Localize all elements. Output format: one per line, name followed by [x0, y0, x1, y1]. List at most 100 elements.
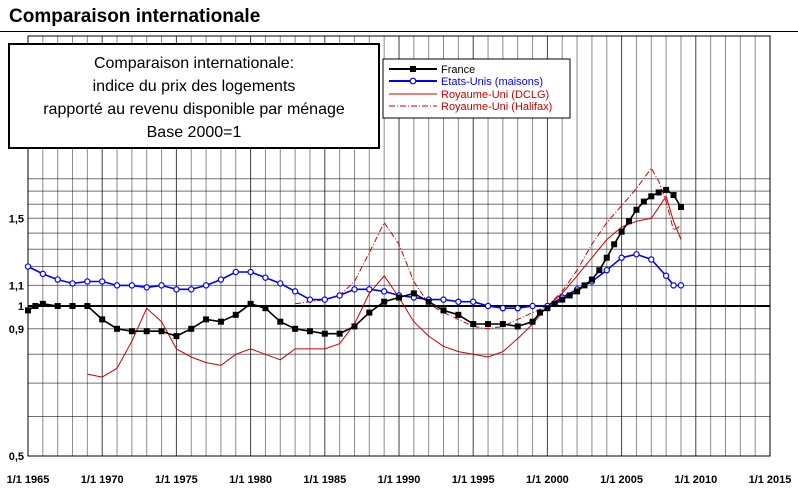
- series-france: [25, 186, 684, 340]
- data-point: [470, 321, 477, 328]
- data-point: [351, 323, 358, 330]
- data-point: [306, 328, 313, 335]
- data-point: [514, 323, 521, 330]
- data-point: [84, 303, 91, 309]
- data-point: [440, 296, 447, 303]
- data-point: [262, 305, 269, 312]
- data-point: [410, 290, 417, 297]
- legend-label-france: France: [441, 64, 475, 76]
- data-point: [544, 305, 551, 312]
- data-point: [306, 296, 314, 303]
- data-point: [336, 292, 343, 299]
- x-tick-label: 1/1 2015: [749, 474, 792, 486]
- data-point: [455, 311, 462, 318]
- data-point: [232, 311, 239, 318]
- data-point: [626, 218, 633, 225]
- data-point: [277, 318, 284, 325]
- y-tick-label: 0,5: [9, 451, 24, 463]
- data-point: [114, 325, 121, 332]
- x-tick-label: 1/1 2010: [674, 474, 717, 486]
- data-point: [247, 300, 254, 307]
- legend: France Etats-Unis (maisons) Royaume-Uni …: [382, 58, 571, 119]
- data-point: [321, 296, 328, 303]
- data-point: [514, 304, 521, 312]
- data-point: [54, 276, 61, 283]
- x-tick-label: 1/1 1985: [303, 474, 346, 486]
- legend-label-uk-halifax: Royaume-Uni (Halifax): [441, 101, 552, 113]
- x-tick-label: 1/1 1970: [81, 474, 124, 486]
- data-point: [618, 254, 625, 261]
- legend-marker-usa: [409, 77, 417, 85]
- data-point: [188, 325, 195, 332]
- series-royaume-uni-halifax: [295, 167, 682, 330]
- axis-labels: 1,5 1,1 1 0,9 0,5 1/1 1965 1/1 1970 1/1 1975 1/1…: [7, 213, 792, 486]
- data-point: [499, 304, 507, 312]
- data-point: [581, 282, 588, 289]
- data-point: [618, 228, 625, 235]
- data-point: [25, 307, 31, 314]
- data-point: [662, 272, 670, 279]
- data-point: [648, 256, 655, 263]
- data-point: [128, 282, 136, 289]
- data-point: [499, 321, 506, 328]
- data-point: [596, 267, 603, 274]
- data-point: [380, 288, 388, 295]
- y-tick-label: 0,9: [9, 324, 24, 336]
- data-point: [663, 186, 670, 193]
- data-point: [603, 254, 610, 261]
- title-box-frame: [8, 43, 380, 149]
- data-point: [381, 298, 388, 305]
- data-point: [277, 280, 284, 287]
- data-point: [217, 318, 224, 325]
- data-point: [440, 307, 447, 314]
- data-point: [24, 263, 32, 270]
- data-point: [485, 321, 492, 328]
- page-title: Comparaison internationale: [9, 6, 261, 27]
- data-point: [292, 325, 299, 332]
- data-point: [99, 316, 106, 323]
- data-point: [640, 198, 647, 205]
- data-point: [559, 296, 566, 303]
- data-point: [677, 282, 685, 289]
- data-point: [39, 270, 47, 278]
- data-point: [677, 204, 684, 211]
- data-point: [455, 298, 462, 305]
- data-point: [396, 294, 402, 301]
- data-point: [366, 309, 373, 316]
- data-point: [529, 318, 536, 325]
- data-point: [188, 286, 195, 293]
- data-point: [54, 303, 61, 309]
- x-tick-label: 1/1 1990: [378, 474, 421, 486]
- data-point: [551, 300, 558, 307]
- data-point: [247, 268, 254, 276]
- data-point: [113, 282, 121, 289]
- data-point: [574, 288, 581, 295]
- data-point: [321, 330, 328, 337]
- data-point: [336, 330, 343, 337]
- data-point: [158, 282, 165, 289]
- data-point: [39, 300, 46, 307]
- data-point: [633, 206, 640, 213]
- chart-title-line-3: rapporté au revenu disponible par ménage: [43, 101, 345, 118]
- data-point: [670, 282, 677, 289]
- data-point: [470, 298, 477, 305]
- data-point: [603, 266, 610, 274]
- data-point: [425, 298, 432, 305]
- series-royaume-uni-dclg: [87, 195, 682, 378]
- legend-marker-france: [410, 66, 416, 72]
- series-layer: [24, 167, 685, 378]
- data-point: [611, 241, 618, 248]
- data-point: [217, 276, 225, 283]
- series-line: [87, 195, 682, 378]
- data-point: [84, 278, 91, 285]
- series-line: [295, 167, 682, 330]
- data-point: [648, 193, 655, 200]
- data-point: [588, 276, 595, 283]
- legend-label-usa: Etats-Unis (maisons): [441, 76, 543, 88]
- y-tick-label: 1,1: [9, 280, 24, 292]
- data-point: [173, 333, 180, 340]
- data-point: [202, 282, 210, 289]
- x-tick-label: 1/1 1975: [155, 474, 198, 486]
- title-box: Comparaison internationale: indice du pr…: [8, 43, 380, 149]
- data-point: [291, 288, 299, 295]
